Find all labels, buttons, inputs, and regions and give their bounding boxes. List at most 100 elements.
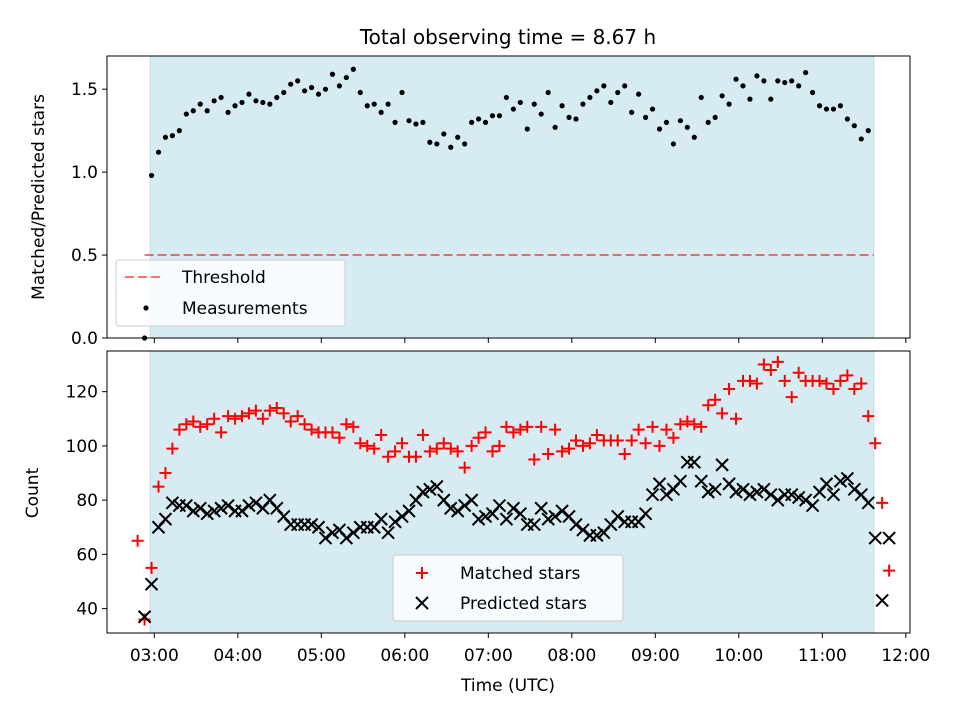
measurement-point [371, 101, 377, 107]
measurement-point [545, 89, 551, 96]
matched-star-point [152, 480, 165, 493]
measurement-point [267, 101, 273, 107]
bottom-y-axis-label: Count [23, 467, 43, 518]
matched-star-point [507, 426, 520, 439]
matched-star-point [660, 423, 673, 436]
matched-star-point [201, 418, 214, 431]
top-y-axis: 0.0 0.5 1.0 1.5 [71, 80, 107, 349]
predicted-star-point [207, 504, 221, 518]
matched-star-point [625, 434, 638, 447]
measurement-point [378, 109, 384, 115]
matched-star-point [229, 412, 242, 425]
predicted-star-point [729, 485, 743, 499]
predicted-star-point [757, 482, 771, 496]
matched-star-point [145, 561, 158, 574]
matched-star-point [827, 382, 840, 395]
matched-star-point [409, 450, 422, 463]
matched-star-point [180, 418, 193, 431]
predicted-star-point [861, 496, 875, 510]
matched-star-point [528, 453, 541, 466]
measurement-point [329, 71, 336, 77]
predicted-star-point [569, 517, 583, 532]
x-tick-label: 04:00 [213, 646, 262, 666]
measurement-point [239, 99, 245, 106]
matched-star-point [841, 369, 854, 382]
matched-star-point [458, 461, 471, 474]
matched-star-point [486, 445, 499, 458]
matched-star-point [256, 412, 269, 425]
measurement-point [573, 116, 579, 122]
measurement-point [225, 109, 231, 115]
matched-star-point [389, 445, 402, 458]
matched-star-point [646, 420, 659, 433]
measurement-point [420, 119, 426, 125]
measurement-point [747, 96, 753, 102]
predicted-star-point [784, 488, 799, 502]
x-tick-label: 06:00 [380, 646, 429, 666]
matched-star-point [632, 423, 645, 436]
matched-star-point [187, 415, 200, 428]
matched-star-point [159, 467, 172, 480]
top-y-tick-label: 1.0 [71, 163, 98, 183]
matched-star-point [757, 358, 770, 371]
predicted-star-point [819, 477, 834, 491]
predicted-stars-legend-swatch [415, 596, 429, 610]
matched-star-point [785, 391, 798, 404]
top-legend: Threshold Measurements [115, 259, 346, 327]
matched-stars-series [131, 355, 896, 626]
matched-star-point [298, 418, 311, 431]
top-y-tick-label: 0.0 [71, 329, 98, 349]
matched-star-point [166, 442, 179, 455]
predicted-star-point [381, 525, 395, 540]
matched-star-point [305, 423, 318, 436]
matched-star-point [813, 374, 826, 387]
predicted-star-point [464, 493, 479, 507]
measurement-point [580, 101, 586, 107]
measurement-point [809, 89, 816, 96]
top-y-axis-label: Matched/Predicted stars [29, 94, 49, 300]
figure-title: Total observing time = 8.67 h [359, 25, 656, 49]
matched-star-point [493, 439, 506, 452]
measurement-point [489, 113, 496, 119]
predicted-star-point [708, 482, 722, 496]
predicted-star-point [506, 501, 521, 515]
predicted-star-point [478, 509, 493, 524]
matched-star-point [764, 363, 777, 376]
predicted-star-point [840, 471, 855, 486]
matched-star-point [472, 431, 485, 444]
matched-star-point [430, 442, 443, 455]
measurement-point [503, 94, 510, 101]
predicted-star-point [235, 504, 249, 518]
predicted-star-point [200, 506, 214, 521]
predicted-star-point [826, 488, 841, 502]
matched-star-point [820, 377, 833, 390]
predicted-star-point [576, 523, 590, 537]
matched-star-point [396, 437, 409, 450]
measurement-point [183, 111, 189, 117]
matched-star-point [208, 412, 221, 425]
predicted-star-point [659, 488, 674, 502]
measurement-point [496, 113, 503, 119]
matched-star-point [263, 404, 276, 417]
measurement-point [851, 123, 857, 129]
predicted-star-point [541, 512, 555, 526]
measurement-point [392, 119, 398, 125]
measurement-point [169, 133, 176, 139]
measurement-point [441, 131, 447, 137]
predicted-star-point [771, 493, 785, 507]
matched-star-point [423, 445, 436, 458]
x-tick-label: 03:00 [130, 646, 179, 666]
matched-star-point [291, 410, 304, 423]
predicted-star-point [444, 501, 458, 515]
measurement-point [559, 103, 565, 109]
measurement-point [823, 106, 830, 112]
matched-star-point [563, 442, 576, 455]
predicted-star-point [242, 498, 256, 513]
measurement-point [274, 94, 280, 101]
matched-star-point [556, 445, 569, 458]
bottom-y-tick-label: 100 [66, 437, 98, 457]
matched-star-point [277, 407, 290, 420]
predicted-star-point [764, 488, 778, 502]
measurement-point [357, 89, 363, 96]
